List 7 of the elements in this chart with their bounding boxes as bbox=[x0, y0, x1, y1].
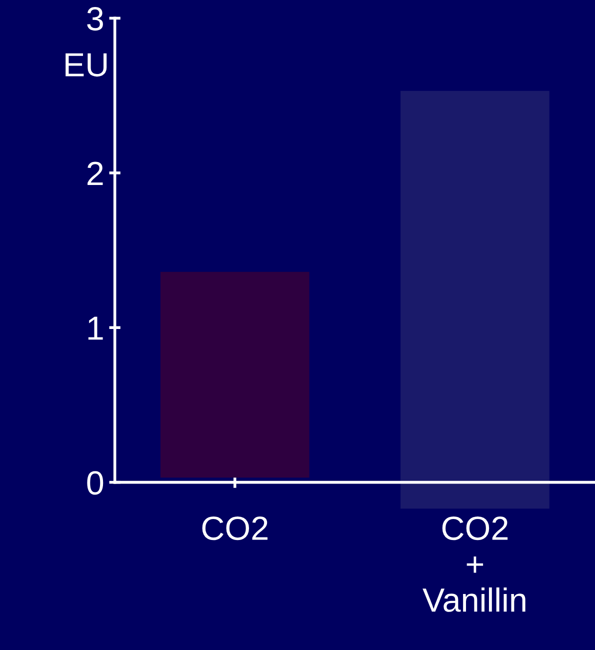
x-tick-label: CO2 bbox=[202, 516, 268, 540]
y-tick-label: 2 bbox=[88, 162, 103, 185]
y-tick-label: 3 bbox=[87, 7, 103, 31]
y-tick-label: 0 bbox=[87, 471, 104, 495]
y-axis-title: EU bbox=[66, 53, 107, 77]
y-tick-label: 1 bbox=[88, 316, 103, 340]
x-tick-label: CO2 + Vanillin bbox=[422, 516, 526, 612]
